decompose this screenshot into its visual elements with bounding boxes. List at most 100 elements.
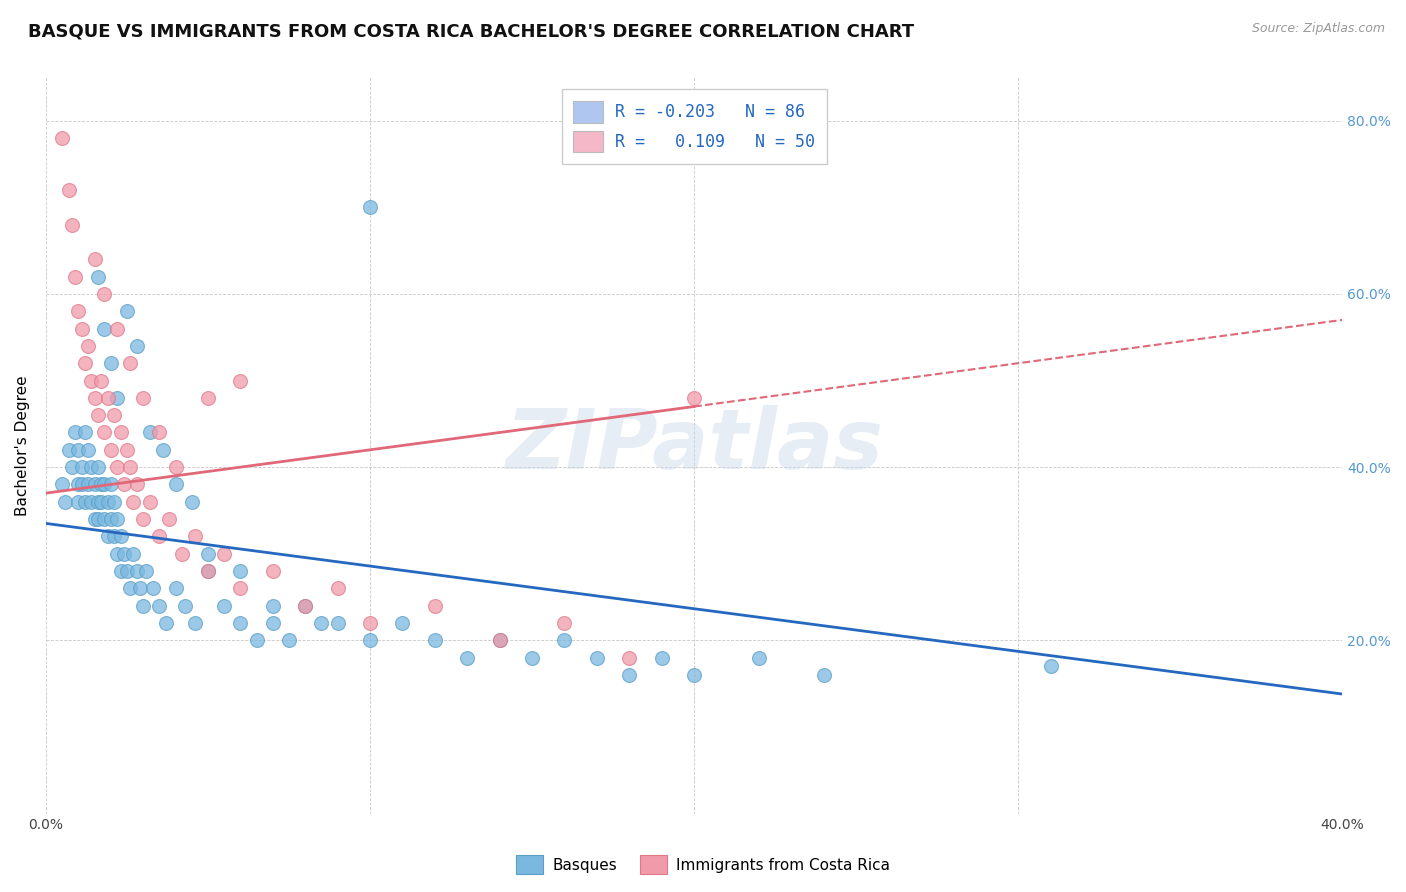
Point <box>96 495 118 509</box>
Point <box>165 582 187 596</box>
Point <box>148 599 170 613</box>
Point <box>423 599 446 613</box>
Point <box>67 495 90 509</box>
Point <box>83 512 105 526</box>
Point <box>165 477 187 491</box>
Point <box>278 633 301 648</box>
Point <box>93 477 115 491</box>
Point <box>326 615 349 630</box>
Point <box>58 183 80 197</box>
Point <box>80 374 103 388</box>
Point <box>63 269 86 284</box>
Point <box>359 615 381 630</box>
Point <box>93 425 115 440</box>
Y-axis label: Bachelor's Degree: Bachelor's Degree <box>15 376 30 516</box>
Point <box>112 547 135 561</box>
Point <box>120 582 142 596</box>
Point <box>115 304 138 318</box>
Point <box>83 252 105 267</box>
Point <box>132 512 155 526</box>
Point <box>105 512 128 526</box>
Point <box>172 547 194 561</box>
Point <box>138 495 160 509</box>
Point <box>87 460 110 475</box>
Point <box>683 391 706 405</box>
Point <box>115 564 138 578</box>
Point <box>90 477 112 491</box>
Point <box>391 615 413 630</box>
Point <box>87 408 110 422</box>
Point <box>58 442 80 457</box>
Point <box>748 650 770 665</box>
Point <box>212 599 235 613</box>
Point <box>103 408 125 422</box>
Point <box>129 582 152 596</box>
Point <box>120 460 142 475</box>
Point <box>55 495 77 509</box>
Point <box>294 599 316 613</box>
Point <box>553 633 575 648</box>
Point <box>619 650 641 665</box>
Point <box>73 425 96 440</box>
Point <box>51 477 73 491</box>
Point <box>73 356 96 370</box>
Point <box>152 442 174 457</box>
Point <box>184 615 207 630</box>
Point <box>77 339 100 353</box>
Point <box>96 391 118 405</box>
Point <box>120 356 142 370</box>
Point <box>165 460 187 475</box>
Point <box>138 425 160 440</box>
Point <box>60 218 83 232</box>
Point <box>132 391 155 405</box>
Point <box>586 650 609 665</box>
Point <box>100 356 122 370</box>
Point <box>83 391 105 405</box>
Point <box>87 512 110 526</box>
Legend: R = -0.203   N = 86, R =   0.109   N = 50: R = -0.203 N = 86, R = 0.109 N = 50 <box>561 89 827 164</box>
Point <box>87 495 110 509</box>
Point <box>100 512 122 526</box>
Point <box>73 495 96 509</box>
Point <box>197 564 219 578</box>
Point <box>294 599 316 613</box>
Point <box>125 339 148 353</box>
Point <box>80 495 103 509</box>
Point <box>135 564 157 578</box>
Point <box>197 547 219 561</box>
Point <box>456 650 478 665</box>
Point <box>122 547 145 561</box>
Point <box>262 615 284 630</box>
Point <box>93 321 115 335</box>
Point <box>115 442 138 457</box>
Point <box>60 460 83 475</box>
Point <box>246 633 269 648</box>
Point <box>110 564 132 578</box>
Point <box>155 615 177 630</box>
Point <box>67 442 90 457</box>
Text: BASQUE VS IMMIGRANTS FROM COSTA RICA BACHELOR'S DEGREE CORRELATION CHART: BASQUE VS IMMIGRANTS FROM COSTA RICA BAC… <box>28 22 914 40</box>
Point <box>105 460 128 475</box>
Point <box>70 460 93 475</box>
Point <box>105 391 128 405</box>
Point <box>110 529 132 543</box>
Point <box>105 321 128 335</box>
Point <box>103 495 125 509</box>
Point <box>229 374 252 388</box>
Point <box>93 287 115 301</box>
Point <box>77 477 100 491</box>
Point <box>651 650 673 665</box>
Point <box>96 529 118 543</box>
Point <box>87 269 110 284</box>
Point <box>229 582 252 596</box>
Point <box>262 599 284 613</box>
Point <box>262 564 284 578</box>
Point <box>212 547 235 561</box>
Point <box>157 512 180 526</box>
Point <box>683 668 706 682</box>
Point <box>184 529 207 543</box>
Point <box>229 615 252 630</box>
Point <box>488 633 510 648</box>
Point <box>174 599 197 613</box>
Point <box>77 442 100 457</box>
